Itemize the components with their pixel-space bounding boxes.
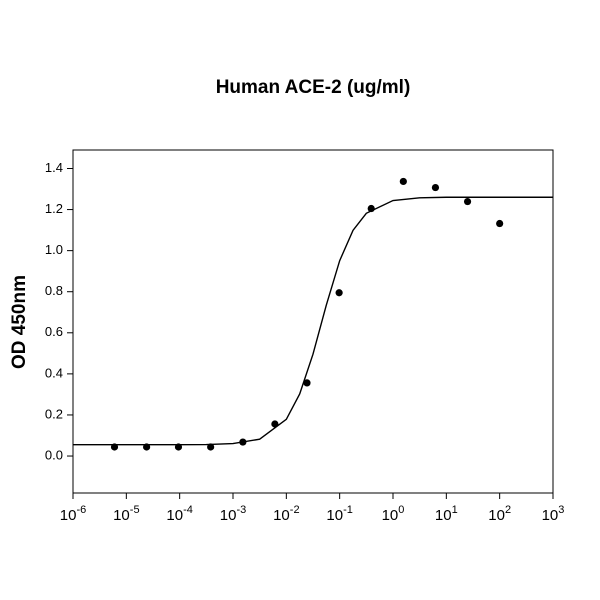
x-tick-label: 103 (542, 504, 565, 524)
data-point (431, 183, 440, 192)
y-tick-label: 0.6 (45, 324, 63, 339)
y-tick-label: 0.4 (45, 365, 63, 380)
y-tick-label: 1.0 (45, 242, 63, 257)
data-point (463, 197, 472, 206)
x-tick-label: 10-1 (326, 504, 352, 524)
y-tick-label: 0.0 (45, 447, 63, 462)
y-axis-label: OD 450nm (9, 275, 30, 369)
x-tick-label: 10-2 (273, 504, 299, 524)
x-tick-label: 10-3 (220, 504, 246, 524)
x-tick-label: 10-6 (60, 504, 86, 524)
x-tick-label: 101 (435, 504, 458, 524)
plot-frame (72, 149, 554, 494)
y-tick-label: 0.2 (45, 406, 63, 421)
y-tick-label: 1.2 (45, 201, 63, 216)
data-point (335, 289, 343, 297)
fit-curve (73, 196, 553, 446)
data-point (207, 443, 215, 451)
y-tick-label: 0.8 (45, 283, 63, 298)
data-point (303, 379, 311, 387)
chart-title: Human ACE-2 (ug/ml) (216, 77, 411, 98)
data-point (496, 219, 504, 228)
y-tick-label: 1.4 (45, 160, 63, 175)
x-tick-label: 10-4 (166, 504, 192, 524)
data-point (399, 177, 407, 186)
x-tick-label: 100 (382, 504, 405, 524)
x-tick-label: 102 (488, 504, 511, 524)
x-tick-label: 10-5 (113, 504, 139, 524)
